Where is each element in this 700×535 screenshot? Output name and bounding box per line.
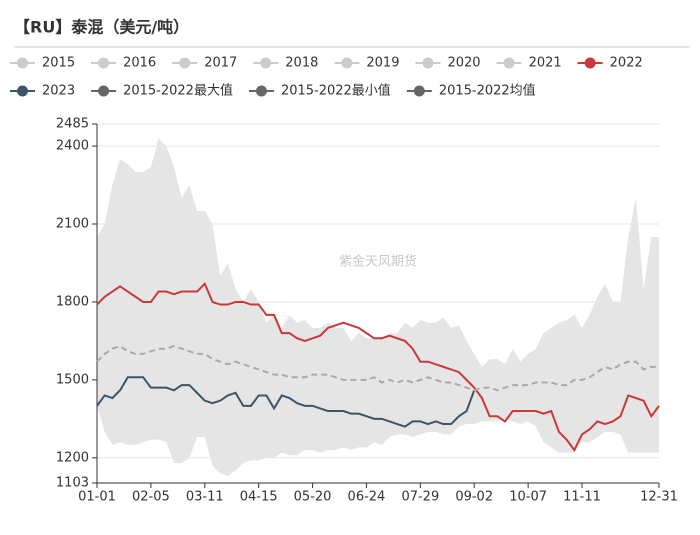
x-tick-label: 12-31 bbox=[640, 490, 678, 505]
legend-icon-dot bbox=[413, 85, 425, 97]
legend-item[interactable]: 2019 bbox=[334, 56, 399, 71]
x-tick-label: 10-07 bbox=[509, 490, 547, 505]
legend-item[interactable]: 2015 bbox=[10, 56, 75, 71]
legend-label: 2015 bbox=[42, 56, 75, 71]
legend-item[interactable]: 2016 bbox=[91, 56, 156, 71]
legend-icon-dot bbox=[584, 57, 596, 69]
x-tick-label: 09-02 bbox=[455, 490, 493, 505]
legend-icon-dot bbox=[17, 57, 28, 69]
legend-item[interactable]: 2018 bbox=[253, 56, 318, 71]
band-min-area bbox=[97, 405, 659, 483]
legend-label: 2017 bbox=[204, 56, 237, 71]
y-tick-label: 1103 bbox=[56, 476, 89, 491]
y-tick-label: 2485 bbox=[56, 117, 89, 132]
x-tick-label: 05-20 bbox=[294, 490, 332, 505]
y-tick-label: 1800 bbox=[56, 294, 89, 309]
legend-icon-dot bbox=[98, 85, 110, 97]
band-max-area bbox=[97, 138, 659, 483]
legend-item[interactable]: 2017 bbox=[172, 56, 237, 71]
legend-label: 2015-2022最小值 bbox=[281, 83, 391, 99]
x-tick-label: 03-11 bbox=[186, 490, 224, 505]
x-tick-label: 07-29 bbox=[401, 490, 439, 505]
legend-item[interactable]: 2021 bbox=[496, 56, 562, 71]
legend-label: 2020 bbox=[447, 56, 480, 71]
legend-item[interactable]: 2015-2022最大值 bbox=[91, 83, 233, 99]
x-tick-label: 01-01 bbox=[78, 490, 116, 505]
series-line bbox=[96, 376, 476, 428]
legend-label: 2022 bbox=[610, 56, 643, 71]
legend-item[interactable]: 2015-2022均值 bbox=[406, 83, 536, 99]
x-tick-label: 02-05 bbox=[132, 490, 170, 505]
legend-item[interactable]: 2022 bbox=[577, 56, 643, 71]
y-tick-label: 2100 bbox=[56, 217, 89, 232]
plot: 紫金天风期货 1103 1200 1500 1800 2100 2400 2485 01-01 0… bbox=[56, 117, 678, 505]
y-tick-label: 1200 bbox=[56, 450, 89, 465]
legend-icon-dot bbox=[98, 57, 110, 69]
legend-label: 2019 bbox=[366, 56, 399, 71]
legend-icon-dot bbox=[17, 85, 28, 97]
legend-icon-dot bbox=[503, 57, 515, 69]
y-tick-label: 1500 bbox=[56, 372, 89, 387]
legend-label: 2021 bbox=[529, 56, 562, 71]
legend-label: 2023 bbox=[42, 84, 75, 99]
legend-label: 2015-2022最大值 bbox=[123, 83, 233, 99]
legend-item[interactable]: 2023 bbox=[10, 84, 75, 99]
x-tick-label: 06-24 bbox=[348, 490, 386, 505]
legend-label: 2018 bbox=[285, 56, 318, 71]
legend-icon-dot bbox=[341, 57, 353, 69]
legend-icon-dot bbox=[422, 57, 434, 69]
series-line bbox=[96, 281, 660, 452]
legend-icon-dot bbox=[255, 85, 267, 97]
x-tick-label: 11-11 bbox=[563, 490, 601, 505]
legend-icon-dot bbox=[260, 57, 272, 69]
watermark: 紫金天风期货 bbox=[339, 254, 417, 270]
legend-label: 2016 bbox=[123, 56, 156, 71]
chart-title: 【RU】泰混（美元/吨） bbox=[14, 18, 189, 37]
legend-item[interactable]: 2015-2022最小值 bbox=[248, 83, 391, 99]
y-tick-label: 2400 bbox=[56, 139, 89, 154]
series-line bbox=[96, 344, 659, 392]
x-tick-label: 04-15 bbox=[240, 490, 278, 505]
legend-label: 2015-2022均值 bbox=[439, 83, 536, 99]
legend-item[interactable]: 2020 bbox=[415, 56, 481, 71]
legend-icon-dot bbox=[179, 57, 191, 69]
legend: 2015 2016 2017 2018 2019 2020 2021 2022 2023 2015… bbox=[10, 56, 643, 99]
